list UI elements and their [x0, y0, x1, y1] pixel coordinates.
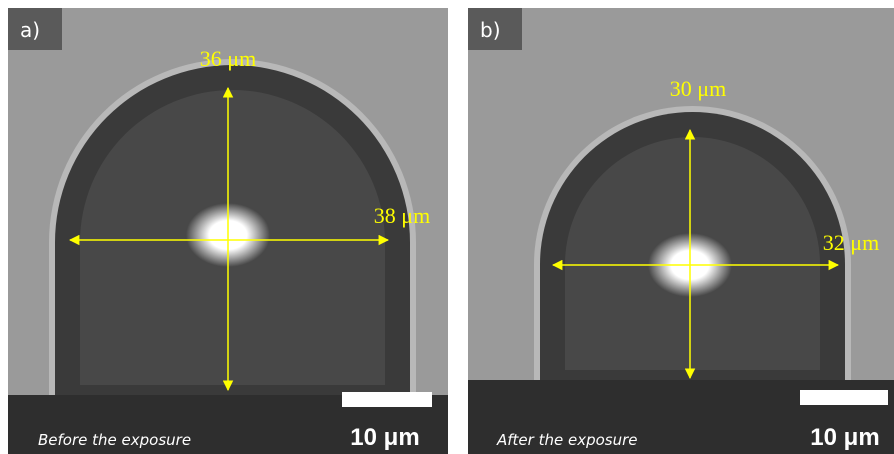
height-measure: 36 μm: [200, 46, 256, 71]
scale-bar: [342, 392, 432, 407]
width-measure: 38 μm: [374, 203, 430, 228]
caption: After the exposure: [496, 431, 638, 449]
height-measure: 30 μm: [670, 76, 726, 101]
panel-label: a): [20, 18, 40, 42]
panel-label: b): [480, 18, 501, 42]
scale-label: 10 μm: [810, 424, 879, 451]
figure: a) 36 μm 38 μm 10 μm Before the exposure b) 30…: [0, 0, 894, 454]
caption: Before the exposure: [38, 431, 191, 449]
scale-label: 10 μm: [350, 424, 419, 451]
scale-bar: [800, 390, 888, 405]
width-measure: 32 μm: [823, 230, 879, 255]
